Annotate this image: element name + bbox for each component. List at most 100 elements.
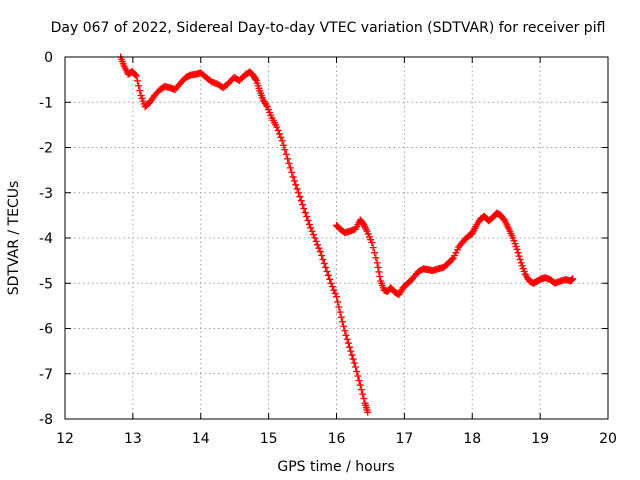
data-point [344, 339, 352, 347]
gridlines [65, 57, 608, 419]
data-point [292, 181, 300, 189]
data-point [369, 244, 377, 252]
x-tick-label: 18 [463, 431, 481, 447]
data-point [328, 283, 336, 291]
data-point [326, 275, 334, 283]
data-point [372, 254, 380, 262]
data-point [368, 239, 376, 247]
y-tick-label: -6 [39, 322, 53, 338]
data-point [346, 343, 354, 351]
data-point [322, 263, 330, 271]
data-point [301, 209, 309, 217]
data-point [290, 177, 298, 185]
x-tick-label: 13 [124, 431, 142, 447]
data-point [331, 289, 339, 297]
data-point [323, 267, 331, 275]
data-point [273, 123, 281, 131]
data-point [569, 275, 577, 283]
data-point [300, 205, 308, 213]
y-tick-label: -7 [39, 367, 53, 383]
data-point [448, 255, 456, 263]
plot-frame [64, 56, 609, 420]
data-point [293, 185, 301, 193]
data-point [318, 252, 326, 260]
y-axis-label: SDTVAR / TECUs [6, 181, 22, 296]
data-point [131, 71, 139, 79]
x-tick-label: 20 [599, 431, 617, 447]
data-point [376, 272, 384, 280]
data-point [308, 227, 316, 235]
data-point [288, 168, 296, 176]
y-tick-label: -1 [39, 95, 53, 111]
data-point [252, 75, 260, 83]
y-tick-label: -3 [39, 186, 53, 202]
data-point [285, 159, 293, 167]
y-tick-label: 0 [44, 50, 53, 66]
chart-title: Day 067 of 2022, Sidereal Day-to-day VTE… [51, 20, 606, 36]
data-point [284, 155, 292, 163]
data-point [340, 322, 348, 330]
x-tick-label: 12 [56, 431, 74, 447]
data-point [334, 298, 342, 306]
data-point [347, 347, 355, 355]
x-tick-label: 17 [395, 431, 413, 447]
data-point [356, 381, 364, 389]
y-tick-labels: 0 -1 -2 -3 -4 -5 -6 -7 -8 [39, 50, 53, 428]
data-point [312, 237, 320, 245]
data-point [353, 367, 361, 375]
data-point [136, 87, 144, 95]
data-point [338, 318, 346, 326]
data-point [303, 213, 311, 221]
data-point [278, 137, 286, 145]
x-tick-label: 14 [192, 431, 210, 447]
data-point [286, 164, 294, 172]
data-point [343, 335, 351, 343]
y-tick-label: -4 [39, 231, 53, 247]
y-tick-label: -5 [39, 276, 53, 292]
y-tick-label: -8 [39, 412, 53, 428]
data-point [350, 359, 358, 367]
x-tick-label: 19 [531, 431, 549, 447]
data-series [117, 53, 577, 416]
data-point [375, 268, 383, 276]
data-point [337, 313, 345, 321]
data-point [352, 363, 360, 371]
data-point [309, 231, 317, 239]
data-point [297, 197, 305, 205]
y-tick-label: -2 [39, 141, 53, 157]
series-track-1 [117, 53, 372, 416]
data-point [357, 386, 365, 394]
data-point [274, 127, 282, 135]
data-point [516, 255, 524, 263]
data-point [133, 77, 141, 85]
x-axis-label: GPS time / hours [277, 459, 394, 475]
data-point [348, 351, 356, 359]
data-point [282, 150, 290, 158]
data-point [280, 141, 288, 149]
data-point [513, 245, 521, 253]
data-point [374, 263, 382, 271]
data-point [335, 303, 343, 311]
data-point [342, 331, 350, 339]
data-point [371, 249, 379, 257]
data-point [373, 259, 381, 267]
data-point [324, 271, 332, 279]
data-point [349, 355, 357, 363]
data-point [364, 408, 372, 416]
data-point [360, 395, 368, 403]
data-point [315, 244, 323, 252]
x-tick-label: 16 [328, 431, 346, 447]
series-track-2 [333, 209, 577, 299]
data-point [296, 193, 304, 201]
data-point [307, 224, 315, 232]
data-point [132, 72, 140, 80]
data-point [320, 259, 328, 267]
data-point [330, 286, 338, 294]
data-point [289, 173, 297, 181]
data-point [304, 216, 312, 224]
data-point [275, 130, 283, 138]
data-point [319, 255, 327, 263]
data-point [277, 133, 285, 141]
data-point [359, 390, 367, 398]
data-point [294, 189, 302, 197]
